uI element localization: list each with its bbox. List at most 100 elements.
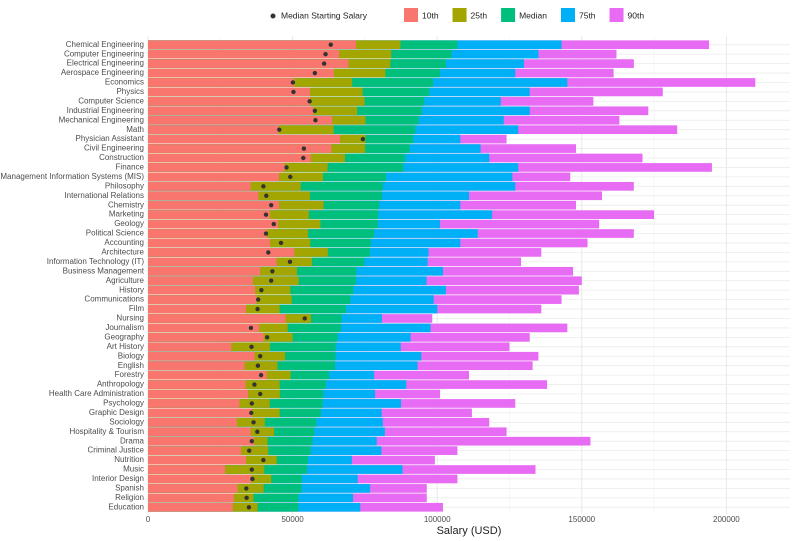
bar [148,266,261,276]
point [301,155,306,161]
y-tick-label: Electrical Engineering [67,59,144,68]
bar [148,144,332,153]
y-tick-label: Physics [116,87,144,96]
y-tick-label: Spanish [115,484,144,493]
bar [148,200,280,210]
y-tick-label: Accounting [104,238,144,247]
point [249,401,255,406]
bar [148,106,314,116]
legend-swatch [501,8,516,22]
y-tick-label: Economics [105,78,144,87]
bar [148,115,333,125]
y-tick-label: Geology [114,219,144,228]
bar [148,285,255,295]
bar [148,361,245,371]
bar [148,87,310,97]
point [313,118,318,123]
bar [148,163,285,172]
y-tick-label: Journalism [105,323,144,332]
y-tick-label: Geography [104,332,144,341]
y-tick-label: Interior Design [92,474,144,483]
bar [148,172,280,182]
bar [148,370,267,380]
point [278,240,284,246]
point [284,165,289,170]
point [259,287,264,293]
y-tick-label: English [118,361,144,370]
bar [148,427,251,437]
point [323,51,328,57]
point [270,269,275,274]
y-tick-label: Finance [116,163,145,172]
bar [148,465,226,474]
y-tick-label: Marketing [109,210,144,219]
point [264,335,270,340]
point [307,99,312,104]
bar [148,248,295,257]
y-tick-label: Physician Assistant [76,134,145,143]
point [277,127,282,132]
point [251,420,256,425]
y-tick-label: Art History [107,342,144,351]
legend-label: 10th [422,10,439,20]
point [246,505,252,510]
legend-label: Median Starting Salary [281,10,368,20]
y-tick-label: Construction [99,153,144,162]
y-tick-label: Industrial Engineering [67,106,144,115]
point [266,250,271,255]
y-tick-label: Nursing [116,314,144,323]
bar [148,210,270,219]
bar [148,399,240,408]
point [261,184,266,189]
y-tick-label: Chemistry [108,200,144,209]
point [255,363,261,368]
bar [148,333,264,342]
point [255,297,261,302]
point [312,70,318,76]
bar [148,181,251,191]
bar [148,229,268,238]
bar [148,295,257,304]
point [249,467,255,472]
y-tick-label: Education [108,502,144,511]
y-tick-label: International Relations [64,191,144,200]
y-tick-label: Aerospace Engineering [61,68,144,77]
y-tick-label: Mechanical Engineering [59,115,144,124]
y-tick-label: Drama [120,436,145,445]
point [291,89,296,95]
x-tick-label: 100000 [424,515,451,524]
bar [148,436,255,446]
bar [148,455,247,465]
y-tick-label: Anthropology [97,380,144,389]
point [258,372,264,378]
y-tick-label: Forestry [115,370,144,379]
point [264,193,269,198]
bar [148,389,249,399]
legend-label: Median [519,10,547,20]
bar [148,446,242,455]
bar [148,40,356,50]
x-tick-label: 0 [146,515,151,524]
point [287,259,293,265]
legend-label: 75th [579,10,596,20]
bar [148,191,259,201]
y-tick-label: Health Care Administration [49,389,144,398]
point [244,495,249,501]
y-tick-label: Political Science [86,229,145,238]
y-tick-label: Criminal Justice [88,446,145,455]
point [271,221,276,227]
y-tick-label: Information Technology (IT) [47,257,145,266]
point [288,174,293,180]
y-tick-label: Chemical Engineering [66,40,144,49]
bar [148,153,311,163]
y-tick-label: Nutrition [114,455,144,464]
bar [148,502,233,512]
y-tick-label: Psychology [103,399,144,408]
x-tick-label: 200000 [713,515,740,524]
bar [148,78,295,87]
point [312,108,318,114]
legend-swatch [452,8,467,22]
point [360,136,366,142]
legend-swatch [609,8,624,22]
